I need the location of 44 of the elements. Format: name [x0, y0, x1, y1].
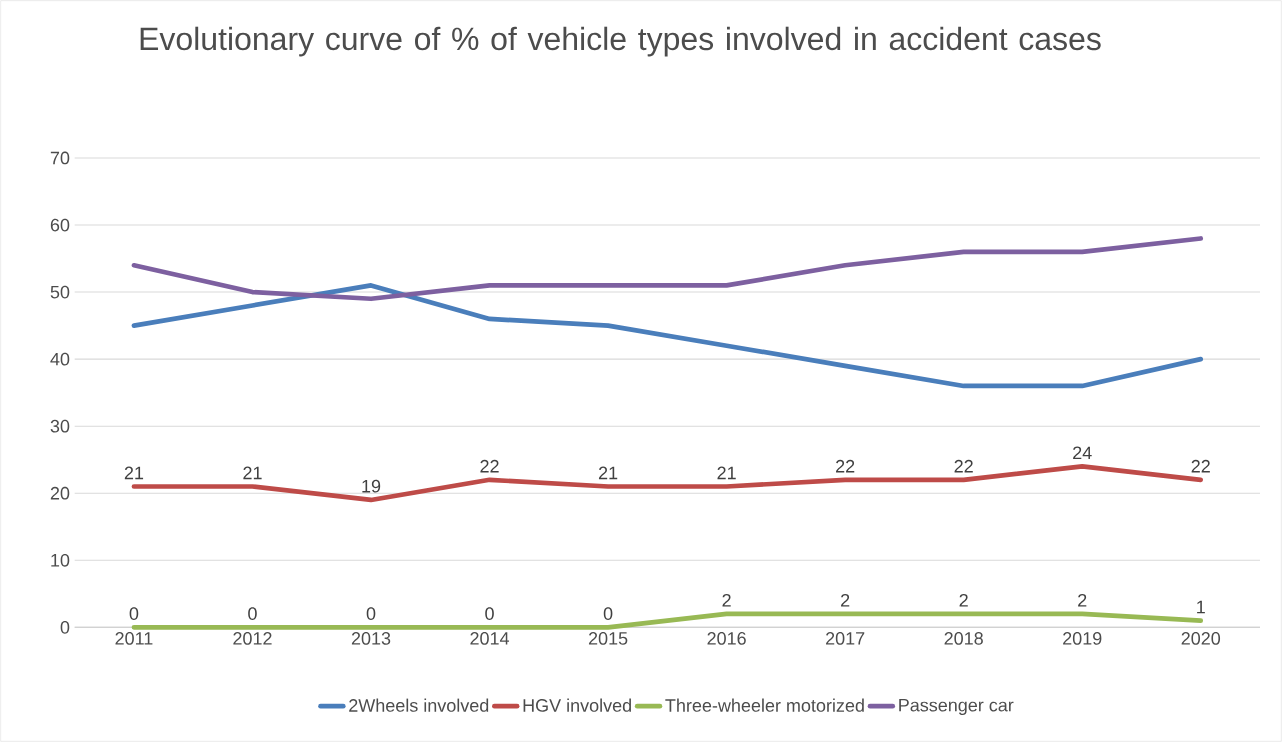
legend-label: 2Wheels involved	[349, 698, 489, 712]
data-label: 1	[1197, 600, 1205, 614]
data-label: 0	[603, 607, 613, 620]
legend-label: Three-wheeler motorized	[665, 698, 864, 712]
data-label: 22	[480, 459, 499, 473]
x-tick-label: 2013	[351, 632, 391, 645]
data-label: 19	[362, 479, 381, 493]
x-tick-label: 2014	[470, 632, 510, 645]
data-label: 0	[248, 607, 257, 620]
data-label: 0	[485, 607, 494, 620]
x-tick-label: 2019	[1063, 632, 1102, 645]
data-label: 0	[129, 607, 139, 620]
y-tick-label: 30	[50, 419, 70, 433]
x-tick-label: 2015	[588, 632, 628, 645]
data-label: 0	[366, 607, 376, 620]
data-label: 2	[841, 593, 850, 607]
y-tick-label: 70	[50, 151, 70, 165]
data-label: 2	[959, 593, 968, 607]
data-label: 22	[836, 459, 855, 473]
data-label: 2	[722, 593, 731, 607]
data-label: 21	[598, 466, 618, 480]
y-tick-label: 50	[50, 285, 70, 299]
chart-title: Evolutionary curve of % of vehicle types involved in accident cases	[140, 26, 1101, 57]
y-tick-label: 60	[50, 218, 70, 232]
x-tick-label: 2012	[233, 632, 272, 645]
data-label: 21	[243, 466, 262, 480]
data-label: 22	[1191, 459, 1210, 473]
data-label: 22	[954, 459, 973, 473]
y-tick-label: 0	[60, 620, 70, 634]
x-tick-label: 2017	[826, 632, 865, 645]
x-tick-label: 2020	[1181, 632, 1221, 645]
x-tick-label: 2018	[944, 632, 983, 645]
x-tick-label: 2016	[707, 632, 746, 645]
data-label: 2	[1078, 593, 1087, 607]
y-tick-label: 20	[50, 486, 70, 500]
y-tick-label: 10	[51, 553, 70, 567]
data-label: 21	[717, 466, 736, 480]
line-series	[131, 283, 1204, 389]
legend-label: Passenger car	[899, 698, 1014, 716]
legend-label: HGV involved	[523, 698, 631, 712]
y-tick-label: 40	[50, 352, 70, 366]
data-label: 21	[124, 466, 144, 480]
x-tick-label: 2011	[115, 632, 153, 645]
data-label: 24	[1073, 446, 1092, 460]
